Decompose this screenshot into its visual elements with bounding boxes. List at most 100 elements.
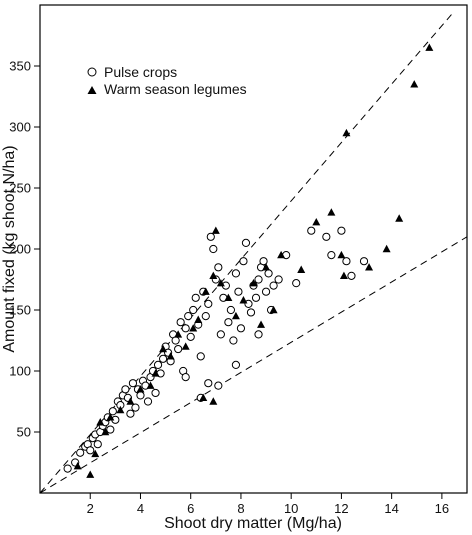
point-warm-season-legumes bbox=[199, 393, 208, 402]
y-axis: 50 100 150 200 250 300 350 bbox=[9, 59, 40, 440]
point-warm-season-legumes bbox=[146, 381, 155, 389]
x-tick-label: 12 bbox=[334, 501, 348, 516]
point-pulse-crops bbox=[226, 305, 235, 315]
y-tick-label: 50 bbox=[17, 425, 31, 440]
x-tick-label: 2 bbox=[87, 501, 94, 516]
point-warm-season-legumes bbox=[116, 405, 125, 414]
point-warm-season-legumes bbox=[96, 418, 105, 426]
point-pulse-crops bbox=[274, 275, 283, 284]
point-pulse-crops bbox=[196, 352, 205, 361]
y-tick-label: 100 bbox=[9, 364, 31, 379]
x-tick-label: 10 bbox=[284, 501, 298, 516]
point-pulse-crops bbox=[254, 330, 263, 339]
point-pulse-crops bbox=[158, 354, 168, 363]
point-warm-season-legumes bbox=[106, 413, 115, 421]
x-tick-label: 4 bbox=[137, 501, 144, 516]
point-pulse-crops bbox=[151, 388, 160, 398]
y-tick-label: 350 bbox=[9, 59, 31, 74]
point-warm-season-legumes bbox=[151, 369, 160, 377]
x-tick-label: 8 bbox=[237, 501, 244, 516]
x-axis-title: Shoot dry matter (Mg/ha) bbox=[164, 515, 342, 532]
point-warm-season-legumes bbox=[231, 311, 240, 320]
point-pulse-crops bbox=[359, 257, 369, 266]
point-pulse-crops bbox=[241, 238, 251, 247]
point-pulse-crops bbox=[128, 379, 138, 388]
point-pulse-crops bbox=[121, 385, 130, 394]
point-warm-season-legumes bbox=[86, 470, 95, 478]
point-pulse-crops bbox=[181, 324, 190, 333]
point-warm-season-legumes bbox=[159, 344, 168, 353]
point-pulse-crops bbox=[63, 464, 72, 473]
point-pulse-crops bbox=[216, 330, 225, 339]
legend-marker-warm-season-legumes bbox=[87, 86, 97, 94]
point-pulse-crops bbox=[224, 318, 233, 327]
reference-lines bbox=[40, 10, 467, 493]
point-pulse-crops bbox=[86, 446, 95, 455]
point-pulse-crops bbox=[307, 226, 316, 235]
y-tick-label: 250 bbox=[9, 181, 31, 196]
point-warm-season-legumes bbox=[312, 217, 321, 226]
point-warm-season-legumes bbox=[327, 208, 336, 216]
point-pulse-crops bbox=[259, 257, 268, 266]
point-pulse-crops bbox=[131, 403, 140, 412]
point-pulse-crops bbox=[322, 232, 331, 241]
y-tick-label: 200 bbox=[9, 242, 31, 257]
point-pulse-crops bbox=[206, 232, 215, 241]
point-pulse-crops bbox=[246, 308, 256, 317]
point-warm-season-legumes bbox=[91, 449, 100, 458]
point-pulse-crops bbox=[209, 244, 218, 254]
point-warm-season-legumes bbox=[262, 263, 271, 271]
x-tick-label: 16 bbox=[435, 501, 449, 516]
point-pulse-crops bbox=[201, 312, 210, 321]
point-warm-season-legumes bbox=[189, 324, 198, 332]
point-pulse-crops bbox=[181, 373, 190, 382]
x-axis: 2 4 6 8 10 12 14 16 bbox=[87, 493, 449, 516]
point-pulse-crops bbox=[234, 287, 243, 296]
point-warm-season-legumes bbox=[101, 427, 110, 436]
point-warm-season-legumes bbox=[209, 271, 218, 280]
point-pulse-crops bbox=[347, 271, 356, 280]
point-pulse-crops bbox=[204, 299, 213, 308]
point-pulse-crops bbox=[174, 344, 183, 354]
point-pulse-crops bbox=[106, 425, 115, 434]
point-pulse-crops bbox=[204, 379, 213, 388]
legend-label-pulse-crops: Pulse crops bbox=[104, 64, 177, 80]
point-warm-season-legumes bbox=[174, 330, 183, 338]
point-pulse-crops bbox=[136, 391, 145, 400]
point-pulse-crops bbox=[261, 287, 271, 296]
point-pulse-crops bbox=[184, 312, 193, 321]
point-warm-season-legumes bbox=[410, 80, 419, 88]
point-pulse-crops bbox=[191, 293, 200, 302]
point-warm-season-legumes bbox=[339, 271, 348, 280]
point-pulse-crops bbox=[186, 332, 195, 341]
point-pulse-crops bbox=[126, 409, 135, 418]
point-pulse-crops bbox=[239, 257, 248, 266]
point-warm-season-legumes bbox=[181, 342, 190, 350]
point-warm-season-legumes bbox=[194, 315, 203, 323]
point-warm-season-legumes bbox=[382, 244, 391, 253]
point-pulse-crops bbox=[342, 257, 351, 266]
point-warm-season-legumes bbox=[395, 214, 404, 222]
point-pulse-crops bbox=[229, 336, 238, 345]
point-warm-season-legumes bbox=[201, 287, 210, 295]
point-warm-season-legumes bbox=[269, 305, 278, 314]
y-axis-title: Amount fixed (kg shoot N/ha) bbox=[1, 145, 18, 352]
point-pulse-crops bbox=[254, 275, 263, 284]
point-warm-season-legumes bbox=[277, 250, 286, 259]
point-pulse-crops bbox=[189, 305, 198, 315]
point-warm-season-legumes bbox=[211, 226, 220, 234]
point-warm-season-legumes bbox=[257, 320, 266, 328]
point-warm-season-legumes bbox=[365, 263, 374, 271]
legend-label-warm-season-legumes: Warm season legumes bbox=[104, 81, 247, 97]
y-tick-label: 150 bbox=[9, 303, 31, 318]
point-pulse-crops bbox=[143, 397, 153, 406]
point-pulse-crops bbox=[108, 407, 117, 416]
point-pulse-crops bbox=[93, 440, 102, 449]
point-pulse-crops bbox=[251, 293, 261, 302]
point-warm-season-legumes bbox=[136, 385, 145, 393]
point-warm-season-legumes bbox=[249, 278, 258, 287]
point-pulse-crops bbox=[236, 324, 246, 333]
point-warm-season-legumes bbox=[209, 397, 218, 405]
point-pulse-crops bbox=[214, 263, 223, 272]
